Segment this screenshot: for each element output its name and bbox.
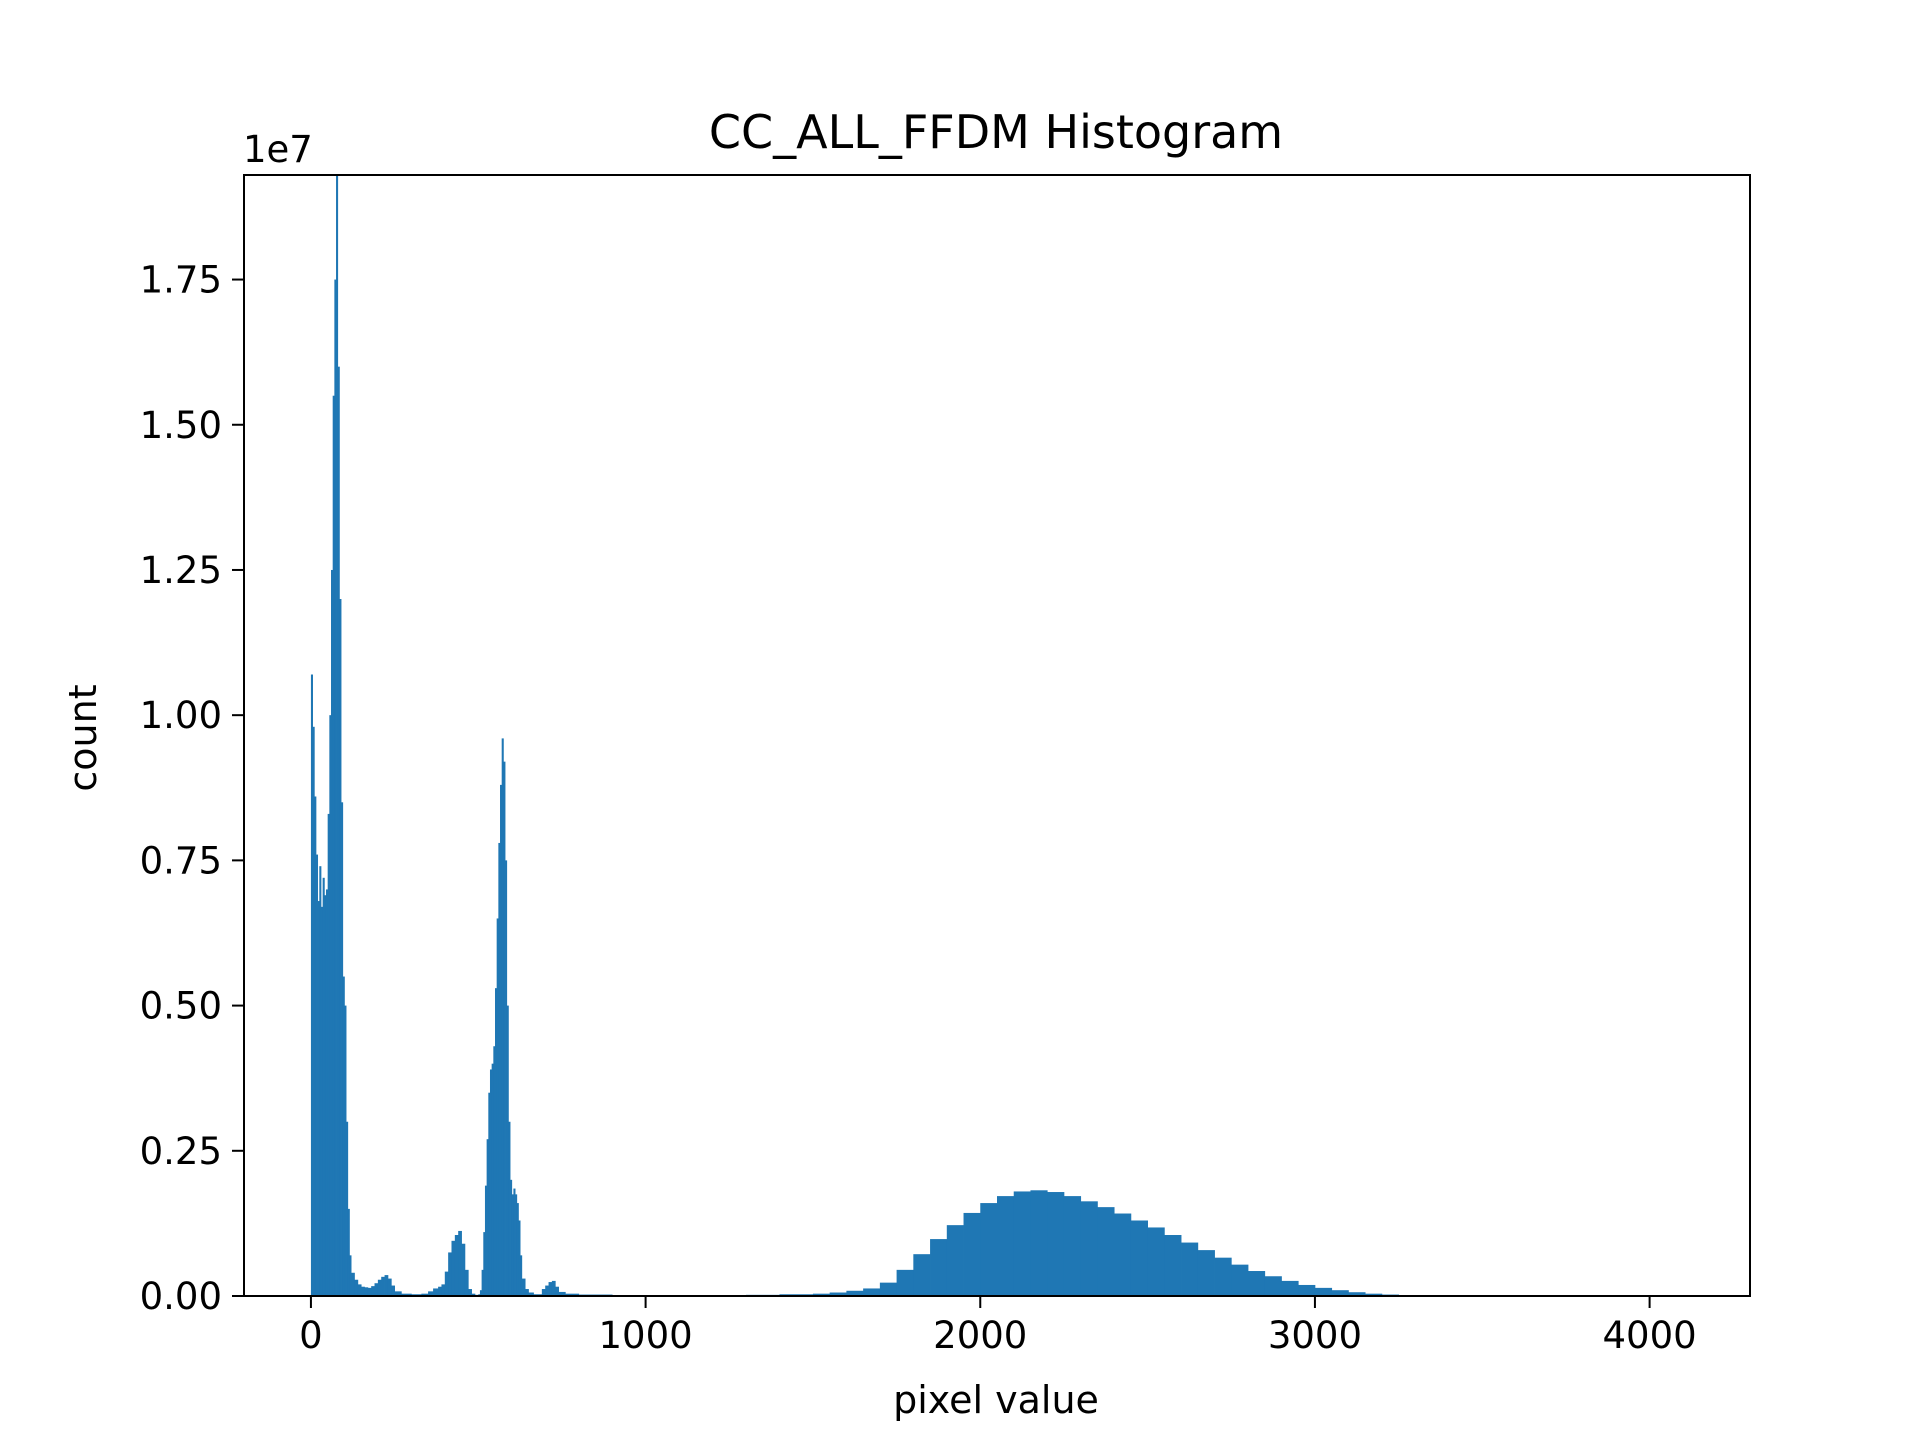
y-tick-label: 0.00 [140,1275,222,1318]
histogram-bar [1248,1271,1265,1296]
histogram-bar [1064,1196,1081,1296]
histogram-bar [361,1287,365,1296]
y-tick-label: 1.50 [140,404,222,447]
histogram-bar [880,1283,897,1296]
x-axis-title: pixel value [893,1378,1099,1422]
histogram-bar [451,1241,455,1296]
y-axis-ticks: 0.00 0.25 0.50 0.75 1.00 1.25 1.50 1.75 [140,259,244,1318]
y-tick-label: 1.75 [140,259,222,302]
x-tick-label: 0 [299,1314,323,1357]
histogram-bar [552,1281,556,1296]
histogram-bars [311,175,1682,1296]
y-tick-label: 1.00 [140,694,222,737]
histogram-bar [1148,1227,1165,1296]
x-tick-label: 3000 [1268,1314,1362,1357]
histogram-bar [1315,1288,1332,1296]
histogram-bar [549,1282,553,1296]
histogram-bar [455,1235,459,1296]
histogram-bar [468,1289,472,1296]
histogram-bar [1215,1258,1232,1296]
histogram-bar [391,1286,395,1296]
histogram-bar [433,1288,438,1296]
y-tick-label: 0.25 [140,1130,222,1173]
histogram-bar [1014,1191,1031,1296]
histogram-bar [863,1288,880,1296]
x-axis-ticks: 0 1000 2000 3000 4000 [299,1296,1697,1357]
histogram-bar [445,1272,449,1296]
histogram-bar [980,1203,997,1296]
histogram-bar [354,1280,358,1296]
y-tick-label: 0.50 [140,985,222,1028]
y-axis-title: count [61,684,105,791]
histogram-bar [522,1279,526,1296]
histogram-bar [1281,1281,1298,1296]
histogram-bar [1097,1207,1114,1296]
y-axis-offset-label: 1e7 [243,128,313,171]
histogram-bar [462,1244,466,1296]
x-tick-label: 2000 [933,1314,1027,1357]
x-tick-label: 1000 [599,1314,693,1357]
histogram-bar [964,1213,981,1296]
histogram-bar [1298,1285,1315,1296]
histogram-bar [525,1289,529,1296]
histogram-bar [542,1289,546,1296]
y-tick-label: 0.75 [140,839,222,882]
histogram-bar [371,1286,375,1296]
histogram-bar [897,1270,914,1296]
plot-frame [244,175,1750,1296]
histogram-bar [351,1273,355,1296]
histogram-bar [465,1270,469,1296]
histogram-bar [448,1252,452,1296]
histogram-bar [1047,1192,1064,1296]
histogram-bar [1164,1235,1181,1296]
histogram-bar [1198,1250,1215,1296]
histogram-bar [375,1283,379,1296]
histogram-bar [364,1287,368,1296]
histogram-bar [1231,1265,1248,1296]
histogram-bar [378,1280,382,1296]
histogram-bar [1265,1276,1282,1296]
histogram-bar [381,1277,385,1296]
histogram-bar [368,1288,372,1296]
histogram-bar [358,1284,362,1296]
histogram-bar [555,1287,559,1296]
histogram-bar [388,1279,392,1296]
histogram-bar [385,1275,389,1296]
y-tick-label: 1.25 [140,549,222,592]
histogram-bar [458,1231,462,1296]
histogram-bar [930,1239,947,1296]
histogram-bar [1081,1201,1098,1296]
x-tick-label: 4000 [1603,1314,1697,1357]
histogram-bar [913,1254,930,1296]
chart-title: CC_ALL_FFDM Histogram [709,105,1283,159]
histogram-bar [1131,1220,1148,1296]
histogram-bar [997,1196,1014,1296]
histogram-bar [1030,1190,1047,1296]
histogram-bar [1114,1214,1131,1296]
histogram-bar [438,1287,442,1296]
histogram-bar [441,1284,445,1296]
histogram-bar [1181,1243,1198,1296]
histogram-bar [545,1286,549,1296]
histogram-bar [947,1225,964,1296]
